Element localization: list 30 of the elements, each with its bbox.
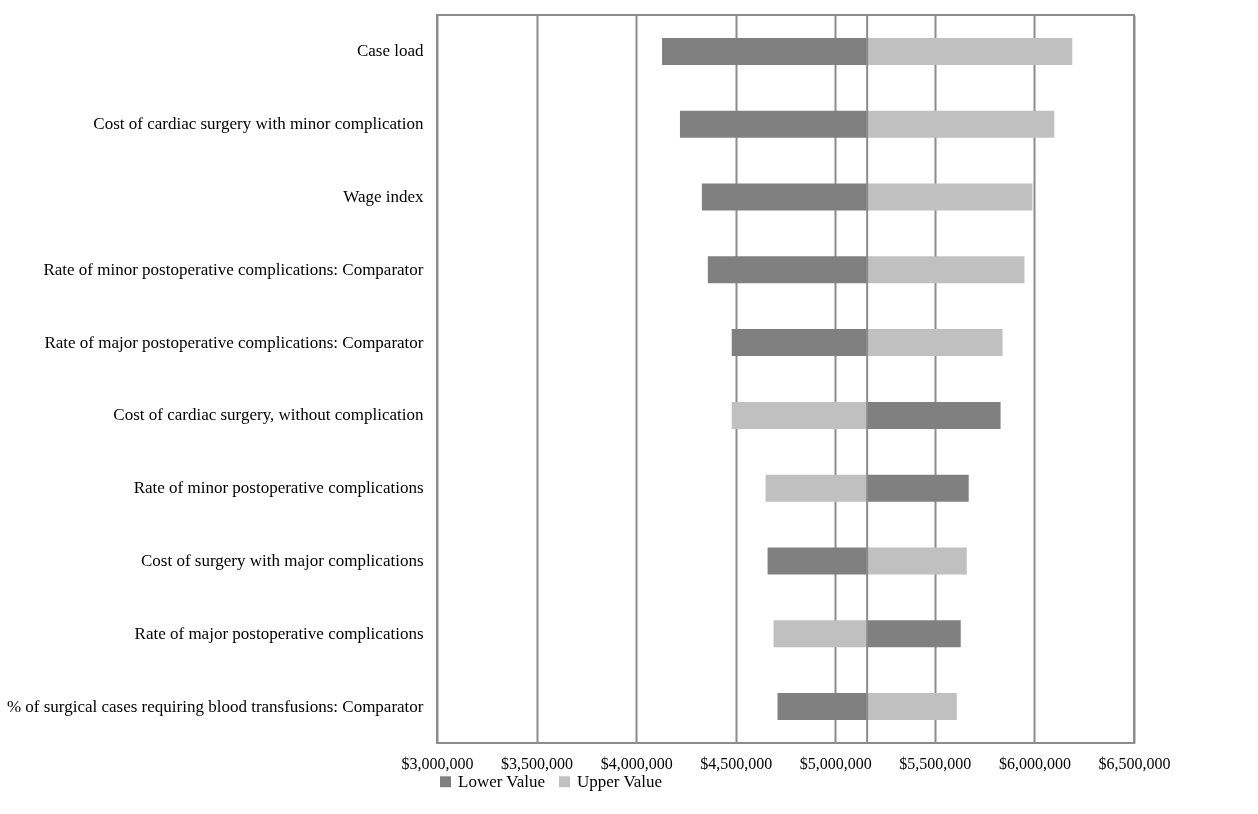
- bar: [867, 256, 1025, 284]
- y-tick-label: Cost of cardiac surgery, without complication: [113, 405, 424, 425]
- x-tick-label: $5,500,000: [899, 754, 972, 772]
- x-tick-label: $5,000,000: [799, 754, 872, 772]
- bar: [867, 37, 1073, 65]
- y-tick-label: Rate of minor postoperative complications: Comparator: [43, 259, 424, 279]
- y-tick-label: Cost of surgery with major complications: [140, 551, 424, 570]
- bar: [867, 183, 1033, 211]
- y-tick-label: Rate of major postoperative complications: [134, 623, 424, 643]
- x-tick-label: $4,500,000: [700, 754, 773, 772]
- x-tick-label: $6,000,000: [998, 754, 1071, 772]
- legend-label: Lower Value: [458, 771, 546, 791]
- x-tick-label: $3,000,000: [401, 754, 474, 772]
- x-tick-label: $3,500,000: [501, 754, 574, 772]
- x-tick-label: $6,500,000: [1098, 754, 1171, 772]
- bar: [731, 401, 868, 429]
- y-tick-label: Rate of minor postoperative complications: [133, 478, 424, 498]
- x-tick-label: $4,000,000: [600, 754, 673, 772]
- bar: [765, 474, 868, 502]
- y-tick-label: % of surgical cases requiring blood transfusions: Comparator: [6, 696, 424, 716]
- bar: [867, 110, 1055, 138]
- bar: [867, 693, 957, 721]
- y-tick-label: Wage index: [343, 187, 424, 206]
- y-tick-label: Rate of major postoperative complications: Comparator: [44, 332, 424, 352]
- y-tick-label: Case load: [356, 41, 424, 61]
- bar: [773, 620, 868, 648]
- bar: [867, 547, 967, 575]
- bar: [867, 329, 1003, 357]
- legend-label: Upper Value: [577, 771, 663, 791]
- y-tick-label: Cost of cardiac surgery with minor complication: [93, 114, 424, 134]
